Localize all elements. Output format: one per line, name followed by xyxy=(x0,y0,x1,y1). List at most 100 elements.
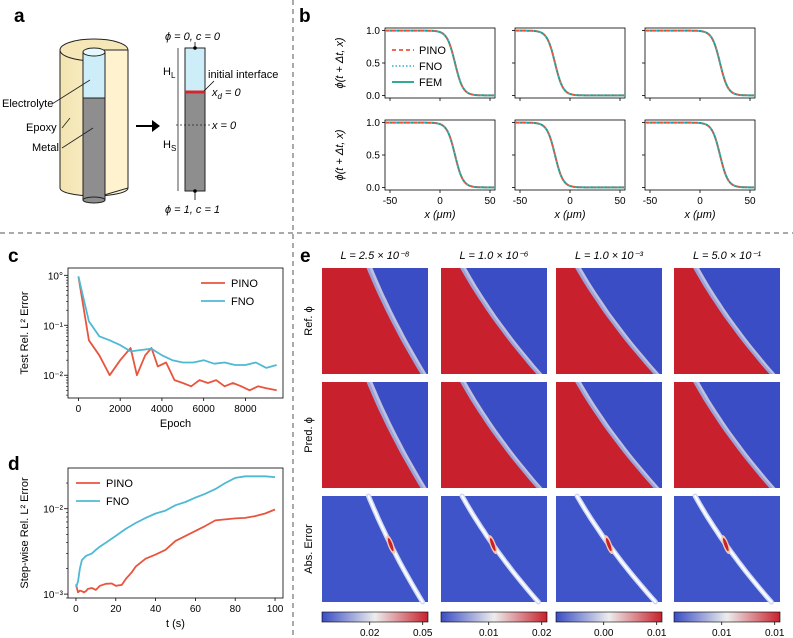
legend-label: FNO xyxy=(231,296,255,308)
xd-rest: = 0 xyxy=(222,87,242,99)
fno-line xyxy=(515,29,625,97)
y-tick-label: 10⁻³ xyxy=(43,590,63,601)
fno-line xyxy=(515,121,625,189)
error-hotspot xyxy=(605,537,612,552)
phi-metal-region xyxy=(674,382,770,488)
phi-metal-region xyxy=(556,382,654,488)
interface-leader xyxy=(203,80,215,92)
electrolyte-top xyxy=(82,47,106,57)
xd-main: x xyxy=(211,87,218,99)
panel-label-a: a xyxy=(14,6,25,27)
row-label: Pred. ϕ xyxy=(303,417,315,453)
legend-label: FNO xyxy=(419,61,443,73)
x-tick-label: 4000 xyxy=(151,404,174,415)
interface-line xyxy=(185,90,205,94)
colorbar-tick-label: 0.01 xyxy=(765,628,785,638)
x-tick-label: 2000 xyxy=(109,404,132,415)
y-tick-label: 10° xyxy=(48,271,63,282)
phi-metal-region xyxy=(441,382,537,488)
right-arrow xyxy=(136,120,160,132)
y-tick-label: 10⁻¹ xyxy=(43,321,63,332)
top-boundary-condition: ϕ = 0, c = 0 xyxy=(165,31,221,43)
hl-sub: L xyxy=(171,71,176,80)
x-tick-label: 8000 xyxy=(234,404,257,415)
x-tick-label: 80 xyxy=(230,604,242,615)
y-axis-label: ϕ(t + Δt, x) xyxy=(334,37,346,88)
metal-bottom xyxy=(82,196,106,204)
plot-frame xyxy=(514,27,626,99)
colorbar xyxy=(321,611,429,623)
y-axis-label: Test Rel. L² Error xyxy=(19,291,31,374)
bottom-boundary-condition: ϕ = 1, c = 1 xyxy=(165,204,220,216)
x-tick-label: 0 xyxy=(437,196,443,207)
row-label: Abs. Error xyxy=(303,524,315,574)
label-metal: Metal xyxy=(32,142,59,154)
fno-line xyxy=(385,121,495,189)
x-tick-label: 0 xyxy=(76,404,82,415)
fem-line xyxy=(645,29,755,97)
electrolyte-domain xyxy=(184,47,206,93)
initial-interface-label: initial interface xyxy=(208,69,278,81)
pino-line xyxy=(645,121,755,189)
pino-line xyxy=(385,29,495,97)
plot-frame xyxy=(514,119,626,191)
phi-metal-region xyxy=(322,382,421,488)
leader-epoxy xyxy=(61,117,71,129)
fno-series-line xyxy=(75,475,276,588)
panel-label-d: d xyxy=(8,454,20,475)
error-hotspot xyxy=(489,537,496,552)
y-axis-label: ϕ(t + Δt, x) xyxy=(334,129,346,180)
legend-label: FNO xyxy=(106,496,130,508)
x-tick-label: 60 xyxy=(190,604,202,615)
hl-main: H xyxy=(163,66,171,78)
y-tick-label: 1.0 xyxy=(366,26,380,37)
pino-series-line xyxy=(75,508,276,594)
pino-line xyxy=(385,121,495,189)
metal-column xyxy=(82,97,106,201)
colorbar xyxy=(673,611,781,623)
xd-sub: d xyxy=(218,92,223,101)
fem-line xyxy=(515,121,625,189)
hs-main: H xyxy=(163,139,171,151)
legend-label: FEM xyxy=(419,77,442,89)
x-axis-label: x (μm) xyxy=(683,209,715,221)
column-title: L = 2.5 × 10⁻⁸ xyxy=(340,250,409,262)
x-tick-label: 50 xyxy=(484,196,496,207)
y-axis-label: Step-wise Rel. L² Error xyxy=(19,477,31,589)
x-tick-label: -50 xyxy=(513,196,528,207)
plot-frame xyxy=(67,467,284,599)
y-tick-label: 0.5 xyxy=(366,59,380,70)
panel-b: 0.0 0.5 1.0 ϕ(t + Δt, x) -50 0 50 0.0 0.5 1.0 x (μ… xyxy=(334,26,756,221)
colorbar-tick-label: 0.01 xyxy=(647,628,667,638)
fem-line xyxy=(645,121,755,189)
pino-line xyxy=(515,29,625,97)
panel-label-c: c xyxy=(8,246,19,267)
y-tick-label: 10⁻² xyxy=(43,371,63,382)
x-tick-label: 0 xyxy=(697,196,703,207)
fem-line xyxy=(385,121,495,189)
panel-c: 0 2000 4000 6000 8000 10° 10⁻¹ 10⁻² Epoch Test Re… xyxy=(19,267,284,430)
colorbar xyxy=(555,611,663,623)
colorbar-tick-label: 0.02 xyxy=(360,628,380,638)
x-axis-label: Epoch xyxy=(160,418,191,430)
fem-line xyxy=(515,29,625,97)
x-tick-label: -50 xyxy=(383,196,398,207)
column-title: L = 1.0 × 10⁻⁶ xyxy=(460,250,529,262)
colorbar-tick-label: 0.00 xyxy=(594,628,614,638)
fno-line xyxy=(645,29,755,97)
x-tick-label: 50 xyxy=(744,196,756,207)
legend-label: PINO xyxy=(419,45,446,57)
colorbar-tick-label: 0.05 xyxy=(413,628,433,638)
x-tick-label: 40 xyxy=(150,604,162,615)
x-axis-label: x (μm) xyxy=(553,209,585,221)
pino-line xyxy=(515,121,625,189)
x-axis-label: t (s) xyxy=(166,618,185,630)
y-tick-label: 1.0 xyxy=(366,118,380,129)
label-epoxy: Epoxy xyxy=(26,122,57,134)
hs-label: HS xyxy=(163,139,176,153)
phi-metal-region xyxy=(441,268,537,374)
leader-electrolyte xyxy=(51,79,91,105)
colorbar-tick-label: 0.01 xyxy=(479,628,499,638)
electrolyte-column xyxy=(82,51,106,99)
